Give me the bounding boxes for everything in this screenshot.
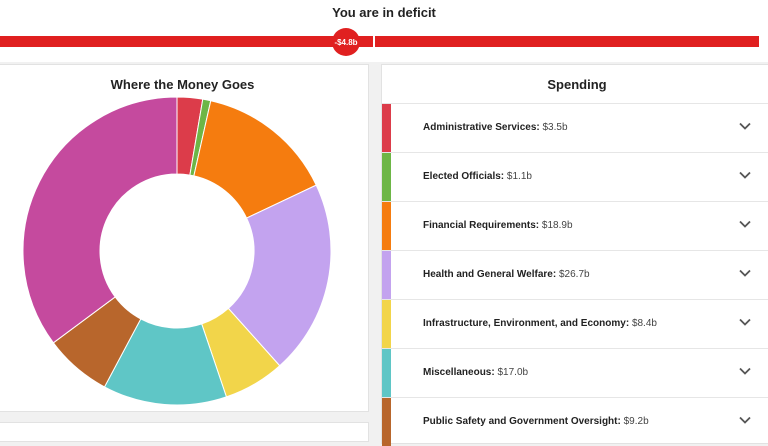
spending-row-label: Infrastructure, Environment, and Economy… (423, 318, 657, 329)
color-swatch (382, 300, 391, 348)
chevron-down-icon[interactable] (737, 314, 753, 330)
spending-row-name: Financial Requirements: (423, 220, 540, 231)
spending-row-amount: $17.0b (497, 367, 529, 378)
color-swatch (382, 104, 391, 152)
color-swatch (382, 153, 391, 201)
spending-row-name: Elected Officials: (423, 171, 505, 182)
spending-row-name: Health and General Welfare: (423, 269, 557, 280)
chevron-down-icon[interactable] (737, 363, 753, 379)
spending-row-miscellaneous[interactable]: Miscellaneous: $17.0b (382, 348, 768, 397)
deficit-title: You are in deficit (332, 5, 436, 20)
chevron-down-icon[interactable] (737, 412, 753, 428)
chevron-down-icon[interactable] (737, 118, 753, 134)
spending-card: Spending Administrative Services: $3.5b … (381, 64, 768, 446)
chevron-down-icon[interactable] (737, 265, 753, 281)
money-chart-title: Where the Money Goes (110, 77, 255, 92)
spending-row-label: Public Safety and Government Oversight: … (423, 416, 649, 427)
spending-row-amount: $8.4b (631, 318, 657, 329)
chevron-down-icon[interactable] (737, 167, 753, 183)
spending-row-financial-requirements[interactable]: Financial Requirements: $18.9b (382, 201, 768, 250)
spending-row-name: Infrastructure, Environment, and Economy… (423, 318, 630, 329)
spending-row-name: Administrative Services: (423, 122, 540, 133)
spending-row-health-and-general-welfare[interactable]: Health and General Welfare: $26.7b (382, 250, 768, 299)
spending-row-label: Administrative Services: $3.5b (423, 122, 568, 133)
color-swatch (382, 202, 391, 250)
spending-row-administrative-services[interactable]: Administrative Services: $3.5b (382, 103, 768, 152)
next-card (0, 422, 369, 442)
donut-slice-health-and-general-welfare[interactable] (227, 184, 332, 367)
spending-row-label: Health and General Welfare: $26.7b (423, 269, 590, 280)
spending-row-infrastructure[interactable]: Infrastructure, Environment, and Economy… (382, 299, 768, 348)
spending-title: Spending (547, 77, 607, 92)
spending-row-label: Financial Requirements: $18.9b (423, 220, 573, 231)
spending-row-public-safety[interactable]: Public Safety and Government Oversight: … (382, 397, 768, 446)
spending-row-elected-officials[interactable]: Elected Officials: $1.1b (382, 152, 768, 201)
color-swatch (382, 398, 391, 446)
spending-row-label: Miscellaneous: $17.0b (423, 367, 528, 378)
spending-row-amount: $1.1b (506, 171, 532, 182)
spending-row-label: Elected Officials: $1.1b (423, 171, 532, 182)
deficit-badge: -$4.8b (332, 28, 360, 56)
chevron-down-icon[interactable] (737, 216, 753, 232)
color-swatch (382, 251, 391, 299)
spending-row-amount: $3.5b (542, 122, 568, 133)
donut-slice-remaining[interactable] (22, 96, 178, 344)
spending-row-name: Miscellaneous: (423, 367, 495, 378)
deficit-bar-marker (373, 36, 375, 47)
donut-chart (22, 96, 332, 406)
spending-row-amount: $9.2b (623, 416, 649, 427)
deficit-header: You are in deficit -$4.8b (0, 0, 768, 62)
spending-row-name: Public Safety and Government Oversight: (423, 416, 621, 427)
deficit-bar (0, 36, 759, 47)
spending-row-amount: $18.9b (541, 220, 573, 231)
color-swatch (382, 349, 391, 397)
spending-row-amount: $26.7b (558, 269, 590, 280)
money-chart-card: Where the Money Goes (0, 64, 369, 412)
